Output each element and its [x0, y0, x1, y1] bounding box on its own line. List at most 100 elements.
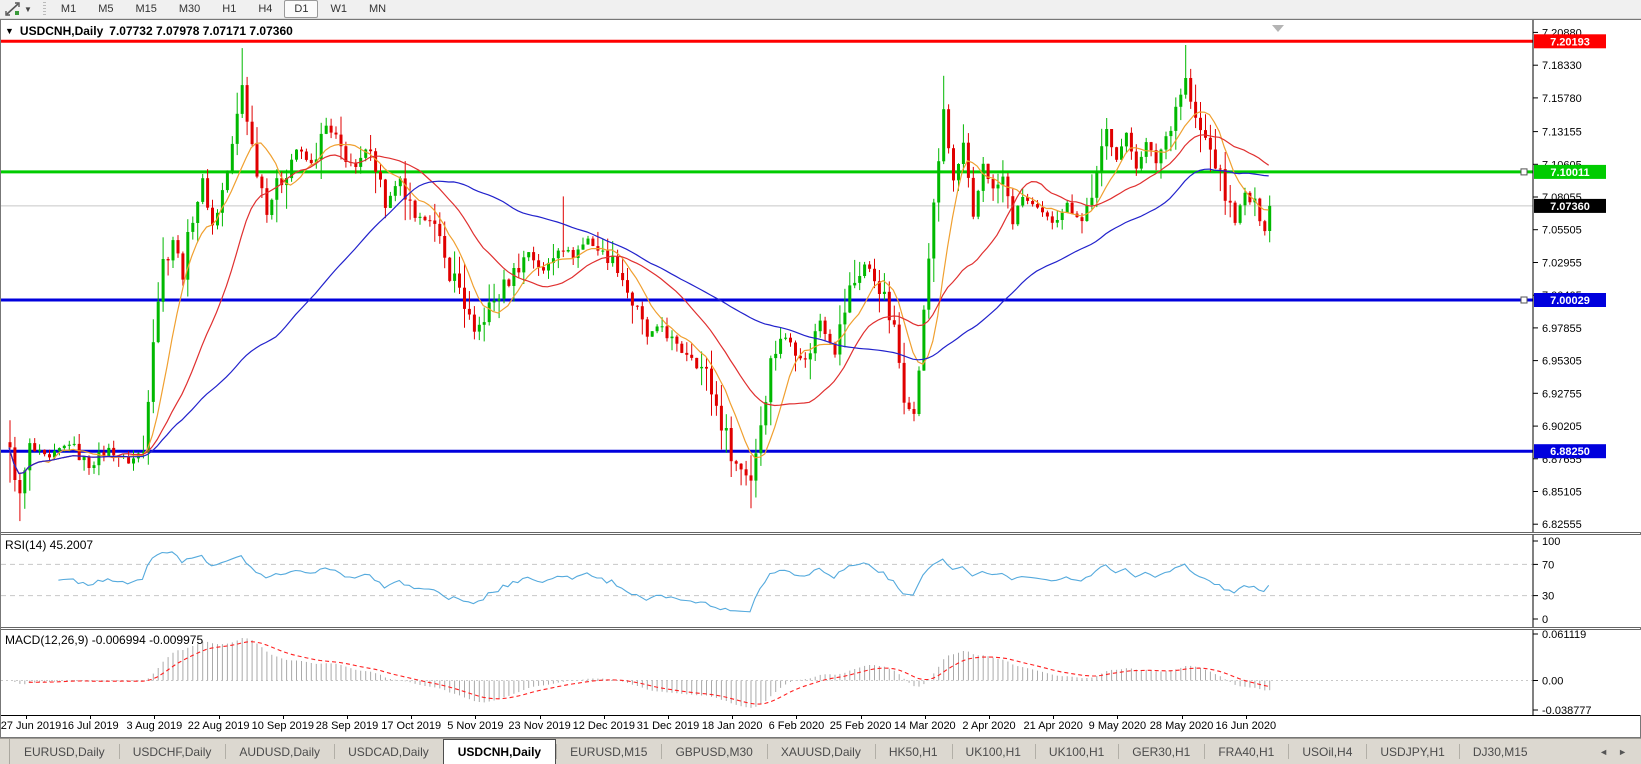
chart-tab-usdcad-daily[interactable]: USDCAD,Daily	[334, 739, 443, 764]
chart-tab-gbpusd-m30[interactable]: GBPUSD,M30	[661, 739, 766, 764]
top-toolbar: ▼ M1 M5 M15 M30 H1 H4 D1 W1 MN	[0, 0, 1641, 19]
candle-body	[803, 358, 807, 360]
macd-pane[interactable]: MACD(12,26,9) -0.006994 -0.009975 0.0611…	[1, 630, 1641, 715]
candle-body	[1228, 200, 1232, 203]
candle-body	[1011, 196, 1015, 225]
candle-body	[853, 282, 857, 286]
x-axis-label: 28 May 2020	[1149, 720, 1214, 732]
candle-body	[591, 238, 595, 246]
x-tick-mark	[411, 716, 413, 719]
cursor-tool-button[interactable]: ▼	[2, 1, 35, 17]
y-axis-tick-label: 7.13155	[1542, 127, 1582, 139]
candle-body	[1129, 132, 1133, 152]
chart-tab-usdcnh-daily[interactable]: USDCNH,Daily	[442, 739, 557, 764]
pane-separator[interactable]	[1, 627, 1640, 630]
timeframe-button-h1[interactable]: H1	[222, 3, 237, 15]
chart-tab-audusd-daily[interactable]: AUDUSD,Daily	[225, 739, 334, 764]
candle-body	[250, 121, 254, 145]
x-tick-mark	[732, 716, 734, 719]
candle-body	[1189, 78, 1193, 102]
candle-body	[556, 250, 560, 259]
chart-tab-eurusd-m15[interactable]: EURUSD,M15	[556, 739, 661, 764]
pane-separator[interactable]	[1, 532, 1640, 535]
chart-tab-uk100-h1[interactable]: UK100,H1	[1034, 739, 1118, 764]
candle-body	[448, 257, 452, 281]
tab-scroll-left-icon[interactable]: ◄	[1599, 746, 1609, 757]
chart-tab-uk100-h1[interactable]: UK100,H1	[951, 739, 1035, 764]
price-chart-canvas[interactable]: 7.208807.183307.157807.131557.106057.080…	[1, 20, 1641, 532]
candle-body	[265, 188, 269, 215]
candle-body	[33, 443, 37, 451]
timeframe-button-d1[interactable]: D1	[284, 0, 319, 18]
rsi-pane[interactable]: RSI(14) 45.2007 100 70 30 0	[1, 535, 1641, 627]
candle-body	[181, 253, 185, 280]
rsi-chart-canvas[interactable]: 100 70 30 0	[1, 535, 1641, 627]
candle-body	[626, 280, 629, 293]
chart-tab-fra40-h1[interactable]: FRA40,H1	[1204, 739, 1288, 764]
candle-body	[156, 301, 160, 343]
candle-body	[300, 149, 303, 152]
candle-body	[107, 447, 111, 457]
current-price-badge: 7.07360	[1534, 198, 1606, 213]
collapse-indicator-icon[interactable]: ▼	[5, 26, 14, 36]
price-badge: 7.20193	[1534, 34, 1606, 49]
chart-shift-marker[interactable]	[1272, 25, 1284, 32]
candle-body	[621, 273, 625, 281]
x-tick-mark	[1053, 716, 1055, 719]
candle-body	[991, 179, 995, 189]
line-handle[interactable]	[1520, 296, 1528, 304]
timeframe-button-m30[interactable]: M30	[178, 3, 201, 15]
candle-body	[211, 207, 214, 226]
timeframe-button-h4[interactable]: H4	[258, 3, 273, 15]
candle-body	[532, 252, 536, 261]
x-axis-label: 17 Oct 2019	[381, 720, 442, 732]
candle-body	[196, 202, 200, 223]
candle-body	[1194, 101, 1198, 118]
price-pane[interactable]: ▼ USDCNH,Daily 7.07732 7.07978 7.07171 7…	[1, 20, 1641, 532]
candle-body	[502, 279, 506, 299]
chart-tab-usoil-h4[interactable]: USOil,H4	[1288, 739, 1366, 764]
candle-body	[38, 449, 42, 452]
candle-body	[1233, 202, 1237, 223]
timeframe-button-w1[interactable]: W1	[330, 3, 347, 15]
candle-body	[690, 354, 694, 358]
line-handle[interactable]	[1520, 168, 1528, 176]
candle-body	[976, 190, 980, 217]
candle-body	[616, 256, 620, 273]
chart-tab-usdchf-daily[interactable]: USDCHF,Daily	[118, 739, 226, 764]
timeframe-button-m15[interactable]: M15	[135, 3, 157, 15]
candle-body	[680, 343, 684, 353]
chart-tab-usdjpy-h1[interactable]: USDJPY,H1	[1366, 739, 1458, 764]
chevron-down-icon[interactable]: ▼	[24, 4, 32, 14]
candle-body	[304, 151, 308, 160]
candle-body	[18, 480, 22, 494]
chart-symbol-label: USDCNH,Daily	[19, 24, 104, 38]
candle-body	[418, 216, 422, 218]
candle-body	[517, 268, 521, 273]
chart-tab-ger30-h1[interactable]: GER30,H1	[1118, 739, 1204, 764]
chart-tab-hk50-h1[interactable]: HK50,H1	[874, 739, 952, 764]
timeframe-button-m1[interactable]: M1	[60, 3, 77, 15]
candle-body	[1110, 129, 1114, 148]
tab-scroll-right-icon[interactable]: ►	[1618, 746, 1627, 757]
candle-body	[1243, 192, 1247, 206]
candle-body	[961, 142, 965, 164]
candle-body	[942, 109, 946, 162]
crosshair-tool-icon	[5, 2, 20, 16]
candle-body	[882, 291, 886, 294]
chart-tab-dj30-m15[interactable]: DJ30,M15	[1458, 739, 1542, 764]
chart-tab-xauusd-daily[interactable]: XAUUSD,Daily	[766, 739, 875, 764]
rsi-tick-label: 70	[1542, 559, 1554, 571]
chart-tab-eurusd-daily[interactable]: EURUSD,Daily	[24, 744, 105, 759]
macd-tick-label: 0.00	[1542, 676, 1563, 688]
candle-body	[823, 320, 827, 334]
candle-body	[438, 223, 442, 237]
macd-chart-canvas[interactable]: 0.061119 0.00 -0.038777	[1, 630, 1641, 715]
candle-body	[759, 425, 763, 454]
candle-body	[1021, 197, 1025, 206]
timeframe-button-m5[interactable]: M5	[98, 3, 114, 15]
candle-body	[581, 244, 585, 250]
timeframe-button-mn[interactable]: MN	[368, 3, 387, 15]
candle-body	[1026, 197, 1030, 201]
candle-body	[601, 250, 605, 252]
